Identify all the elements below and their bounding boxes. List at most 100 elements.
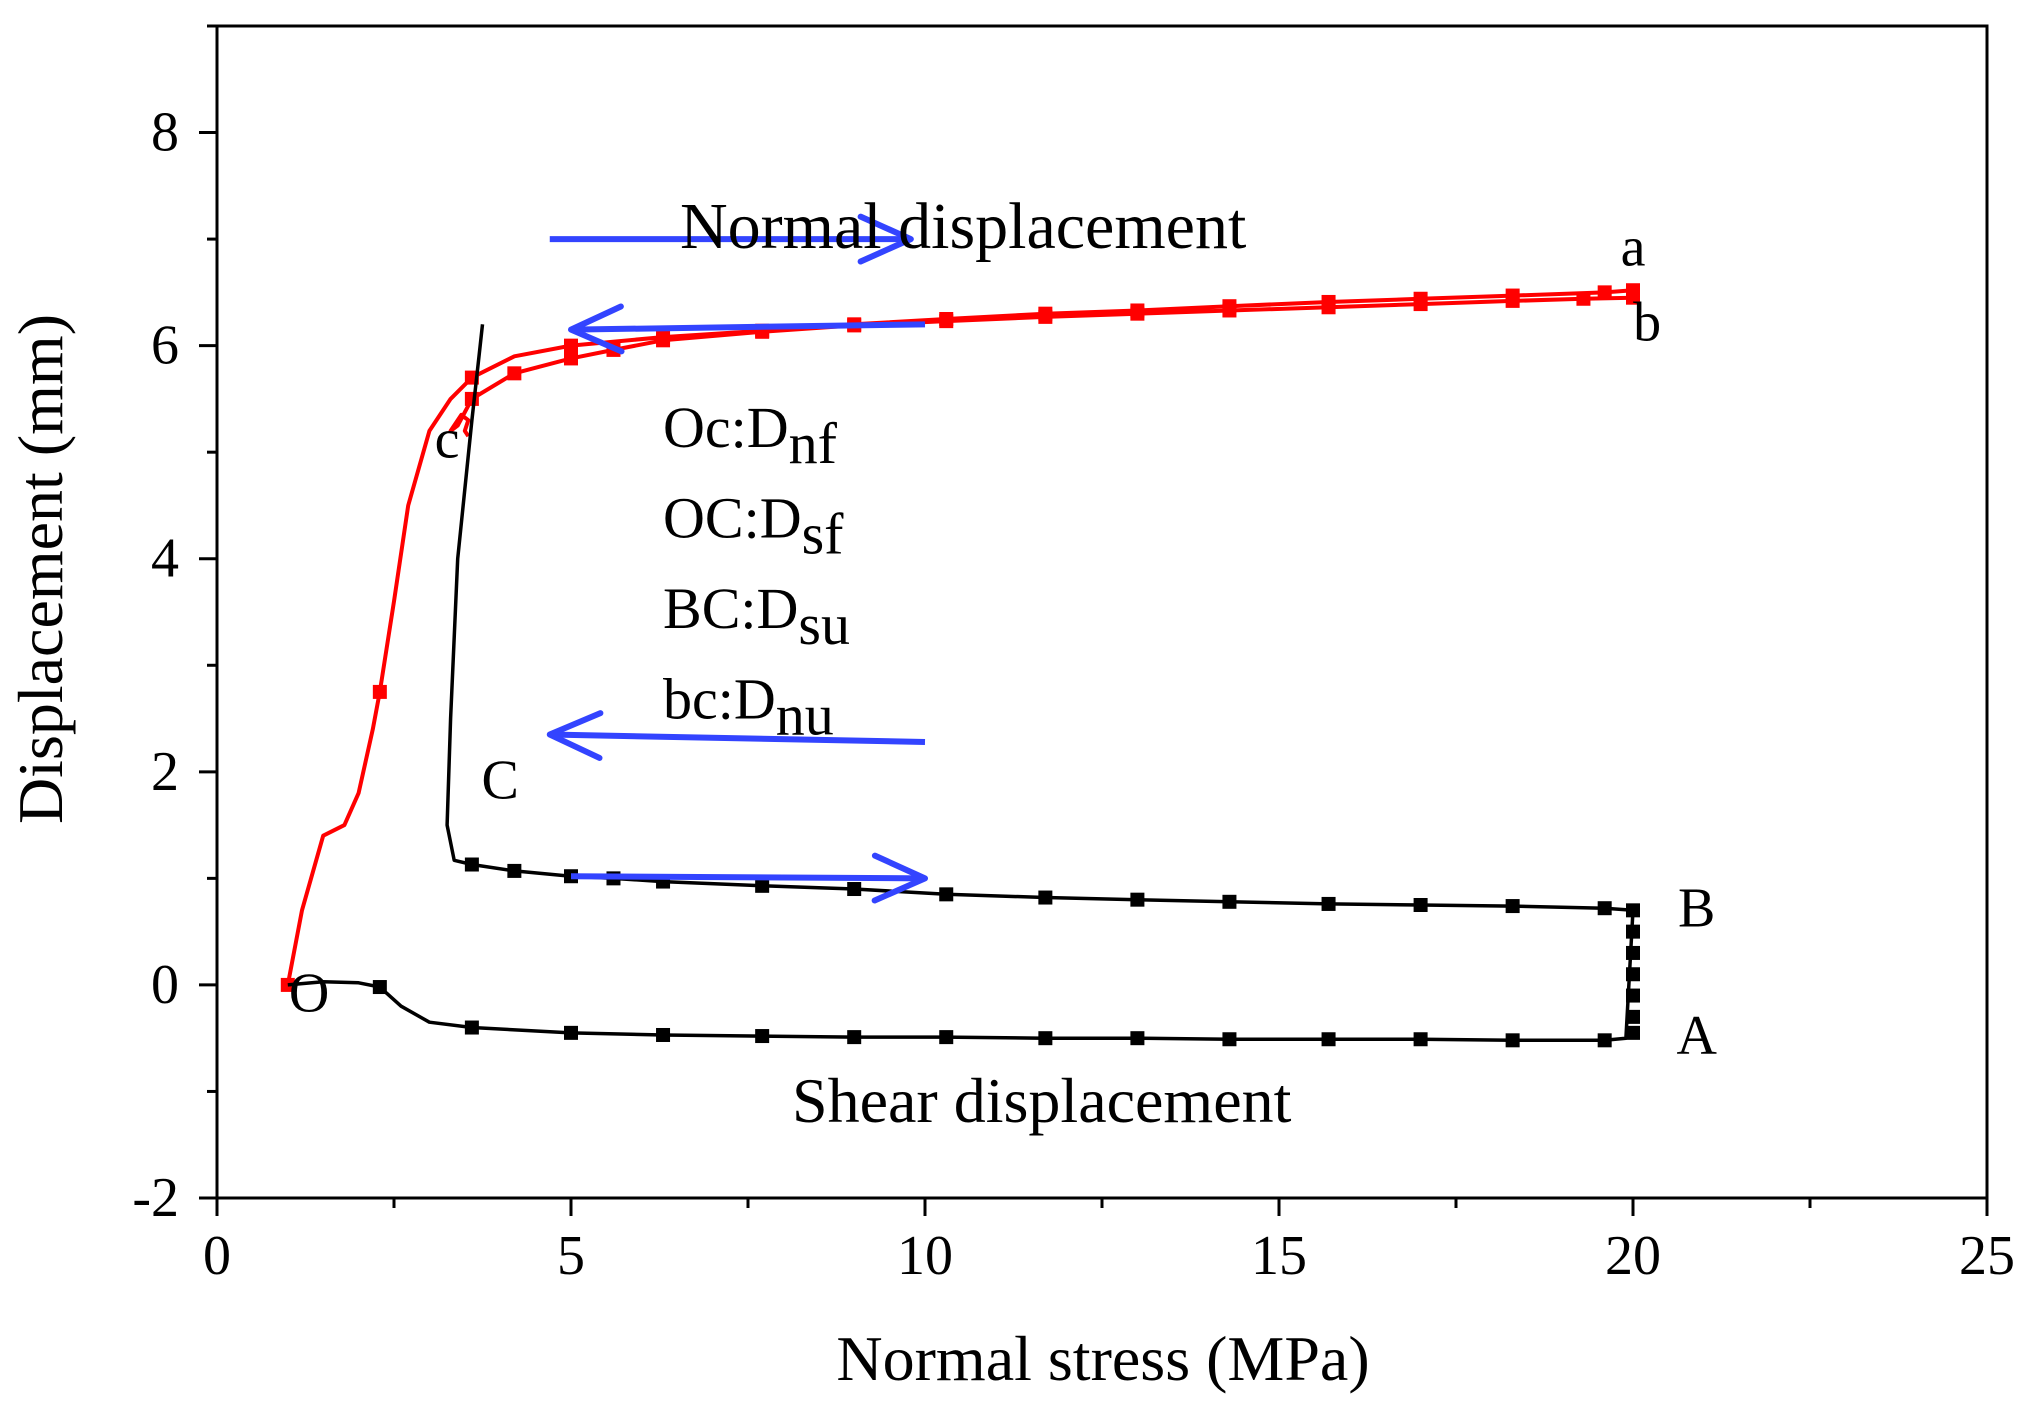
axes: 0 5 10 15 20 25 -2 0 2 4 6 8: [132, 24, 2015, 1287]
data-point: [1321, 300, 1336, 315]
point-label: c: [435, 409, 460, 471]
arrow-shaft: [570, 321, 926, 333]
x-tick-label: 25: [1959, 1225, 2015, 1287]
direction-arrow: [568, 303, 926, 355]
data-point: [847, 882, 862, 897]
data-point: [1222, 303, 1237, 318]
data-point: [564, 1025, 578, 1040]
y-tick-label: 6: [151, 315, 179, 377]
arrow-head: [857, 213, 914, 265]
data-point: [847, 1030, 862, 1045]
arrow-head: [871, 852, 928, 904]
point-label: b: [1633, 291, 1661, 353]
y-tick-label: 0: [151, 954, 179, 1016]
point-label: O: [289, 963, 329, 1025]
annotation-subscript: nu: [776, 683, 834, 748]
point-label: a: [1621, 217, 1646, 279]
data-point: [1038, 890, 1053, 905]
data-point: [1222, 1032, 1237, 1047]
data-point: [939, 887, 954, 902]
data-point: [372, 684, 387, 699]
data-point: [1626, 903, 1640, 918]
data-point: [1626, 290, 1640, 305]
direction-arrow: [570, 852, 928, 904]
y-tick-label: 4: [151, 528, 179, 590]
direction-arrow: [546, 710, 926, 761]
point-label: B: [1678, 877, 1715, 939]
arrow-head: [568, 303, 625, 355]
data-point: [1038, 1031, 1053, 1046]
y-tick-label: 8: [151, 102, 179, 164]
x-tick-label: 15: [1251, 1225, 1307, 1287]
x-axis-label: Normal stress (MPa): [836, 1323, 1369, 1394]
point-label: C: [482, 749, 519, 811]
point-label: A: [1676, 1005, 1717, 1067]
data-point: [1321, 896, 1336, 911]
arrow-head: [546, 710, 604, 761]
data-point: [1413, 1032, 1428, 1047]
data-point: [1413, 297, 1428, 312]
annotation-subscript: sf: [802, 501, 845, 566]
annotation-base: bc:D: [663, 667, 776, 732]
annotation-base: OC:D: [663, 485, 802, 550]
annotation-text: bc:Dnu: [663, 667, 834, 748]
data-point: [280, 977, 295, 992]
data-point: [656, 333, 671, 348]
y-tick-label: -2: [132, 1167, 179, 1229]
annotation-text: Oc:Dnf: [663, 395, 838, 476]
data-point: [1505, 293, 1520, 308]
annotation-subscript: nf: [789, 411, 838, 476]
data-point: [755, 1029, 770, 1044]
data-point: [1038, 309, 1053, 324]
annotation-base: BC:D: [663, 576, 798, 641]
data-point: [1130, 306, 1145, 321]
data-point: [464, 391, 479, 406]
shear-displacement-label: Shear displacement: [792, 1065, 1292, 1136]
annotation-text: OC:Dsf: [663, 485, 844, 566]
data-point: [1321, 1032, 1336, 1047]
y-tick-label: 2: [151, 741, 179, 803]
data-point: [1413, 898, 1428, 912]
x-tick-label: 5: [557, 1225, 585, 1287]
x-tick-label: 10: [897, 1225, 953, 1287]
data-point: [1626, 967, 1640, 982]
data-point: [939, 1030, 954, 1045]
data-point: [1626, 1025, 1640, 1040]
data-point: [507, 366, 522, 381]
data-point: [1597, 901, 1612, 916]
x-tick-label: 20: [1605, 1225, 1661, 1287]
annotation-base: Oc:D: [663, 395, 789, 460]
data-point: [1626, 924, 1640, 939]
data-point: [464, 857, 479, 872]
data-point: [939, 314, 954, 329]
data-point: [656, 1027, 671, 1042]
data-point: [1626, 1009, 1640, 1024]
data-point: [564, 351, 578, 366]
data-point: [1222, 894, 1237, 909]
data-point: [464, 1020, 479, 1035]
data-point: [372, 980, 387, 995]
data-point: [1576, 291, 1591, 306]
y-axis-label: Displacement (mm): [5, 314, 76, 824]
arrow-shaft: [570, 873, 926, 882]
data-point: [1626, 945, 1640, 960]
normal-displacement-label: Normal displacement: [680, 190, 1246, 263]
x-tick-label: 0: [203, 1225, 231, 1287]
annotation-text: BC:Dsu: [663, 576, 850, 657]
data-point: [1626, 988, 1640, 1003]
data-point: [755, 878, 770, 893]
data-point: [1597, 1033, 1612, 1048]
annotation-subscript: su: [798, 592, 850, 657]
series-line-normal: [285, 288, 1635, 986]
data-point: [1130, 892, 1145, 907]
data-point: [507, 863, 522, 878]
direction-arrow: [549, 213, 914, 265]
data-point: [1597, 285, 1612, 300]
data-point: [1130, 1031, 1145, 1046]
data-point: [1505, 899, 1520, 914]
data-point: [564, 338, 578, 353]
data-point: [1505, 1033, 1520, 1048]
